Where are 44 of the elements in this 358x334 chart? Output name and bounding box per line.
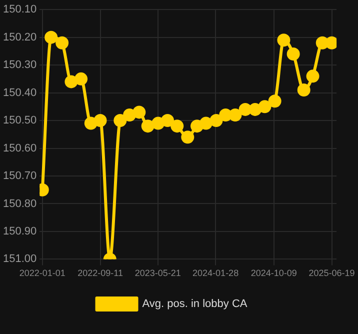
point [238,102,252,116]
point [297,84,310,97]
point [161,114,174,128]
point [64,75,78,88]
y-tick-label: 150.80 [2,198,37,210]
point [268,94,282,108]
point [277,34,290,47]
point [210,114,223,128]
point [74,72,88,86]
x-tick-label: 2022-09-11 [78,268,123,278]
point [132,106,146,119]
y-tick-label: 150.30 [2,59,37,72]
point [228,108,242,122]
point [199,116,212,130]
point [114,114,127,128]
y-tick-label: 150.10 [2,4,37,16]
x-tick-label: 2023-05-21 [134,268,181,278]
point [248,102,262,116]
point [325,36,337,50]
point [123,108,136,122]
point [181,130,194,144]
point [44,30,58,44]
point [306,70,320,83]
point [141,120,154,133]
y-tick-label: 151.00 [2,253,37,266]
point [56,36,69,50]
x-tick-label: 2022-01-01 [19,268,66,278]
point [286,47,300,60]
point [219,108,232,122]
y-tick-label: 150.40 [2,86,37,99]
point [170,120,184,133]
y-tick-label: 150.70 [2,170,37,182]
point [84,116,98,130]
point [94,114,107,128]
y-tick-label: 150.60 [2,142,37,154]
x-tick-label: 2024-01-28 [192,268,239,278]
x-tick-label: 2025-06-19 [308,268,355,278]
point [152,116,165,130]
point [258,100,272,114]
x-tick-label: 2024-10-09 [250,268,297,278]
y-tick-label: 150.50 [2,114,37,127]
y-tick-label: 150.90 [2,226,37,238]
legend-label: Avg. pos. in lobby CA [142,298,248,310]
y-tick-label: 150.20 [2,31,37,44]
